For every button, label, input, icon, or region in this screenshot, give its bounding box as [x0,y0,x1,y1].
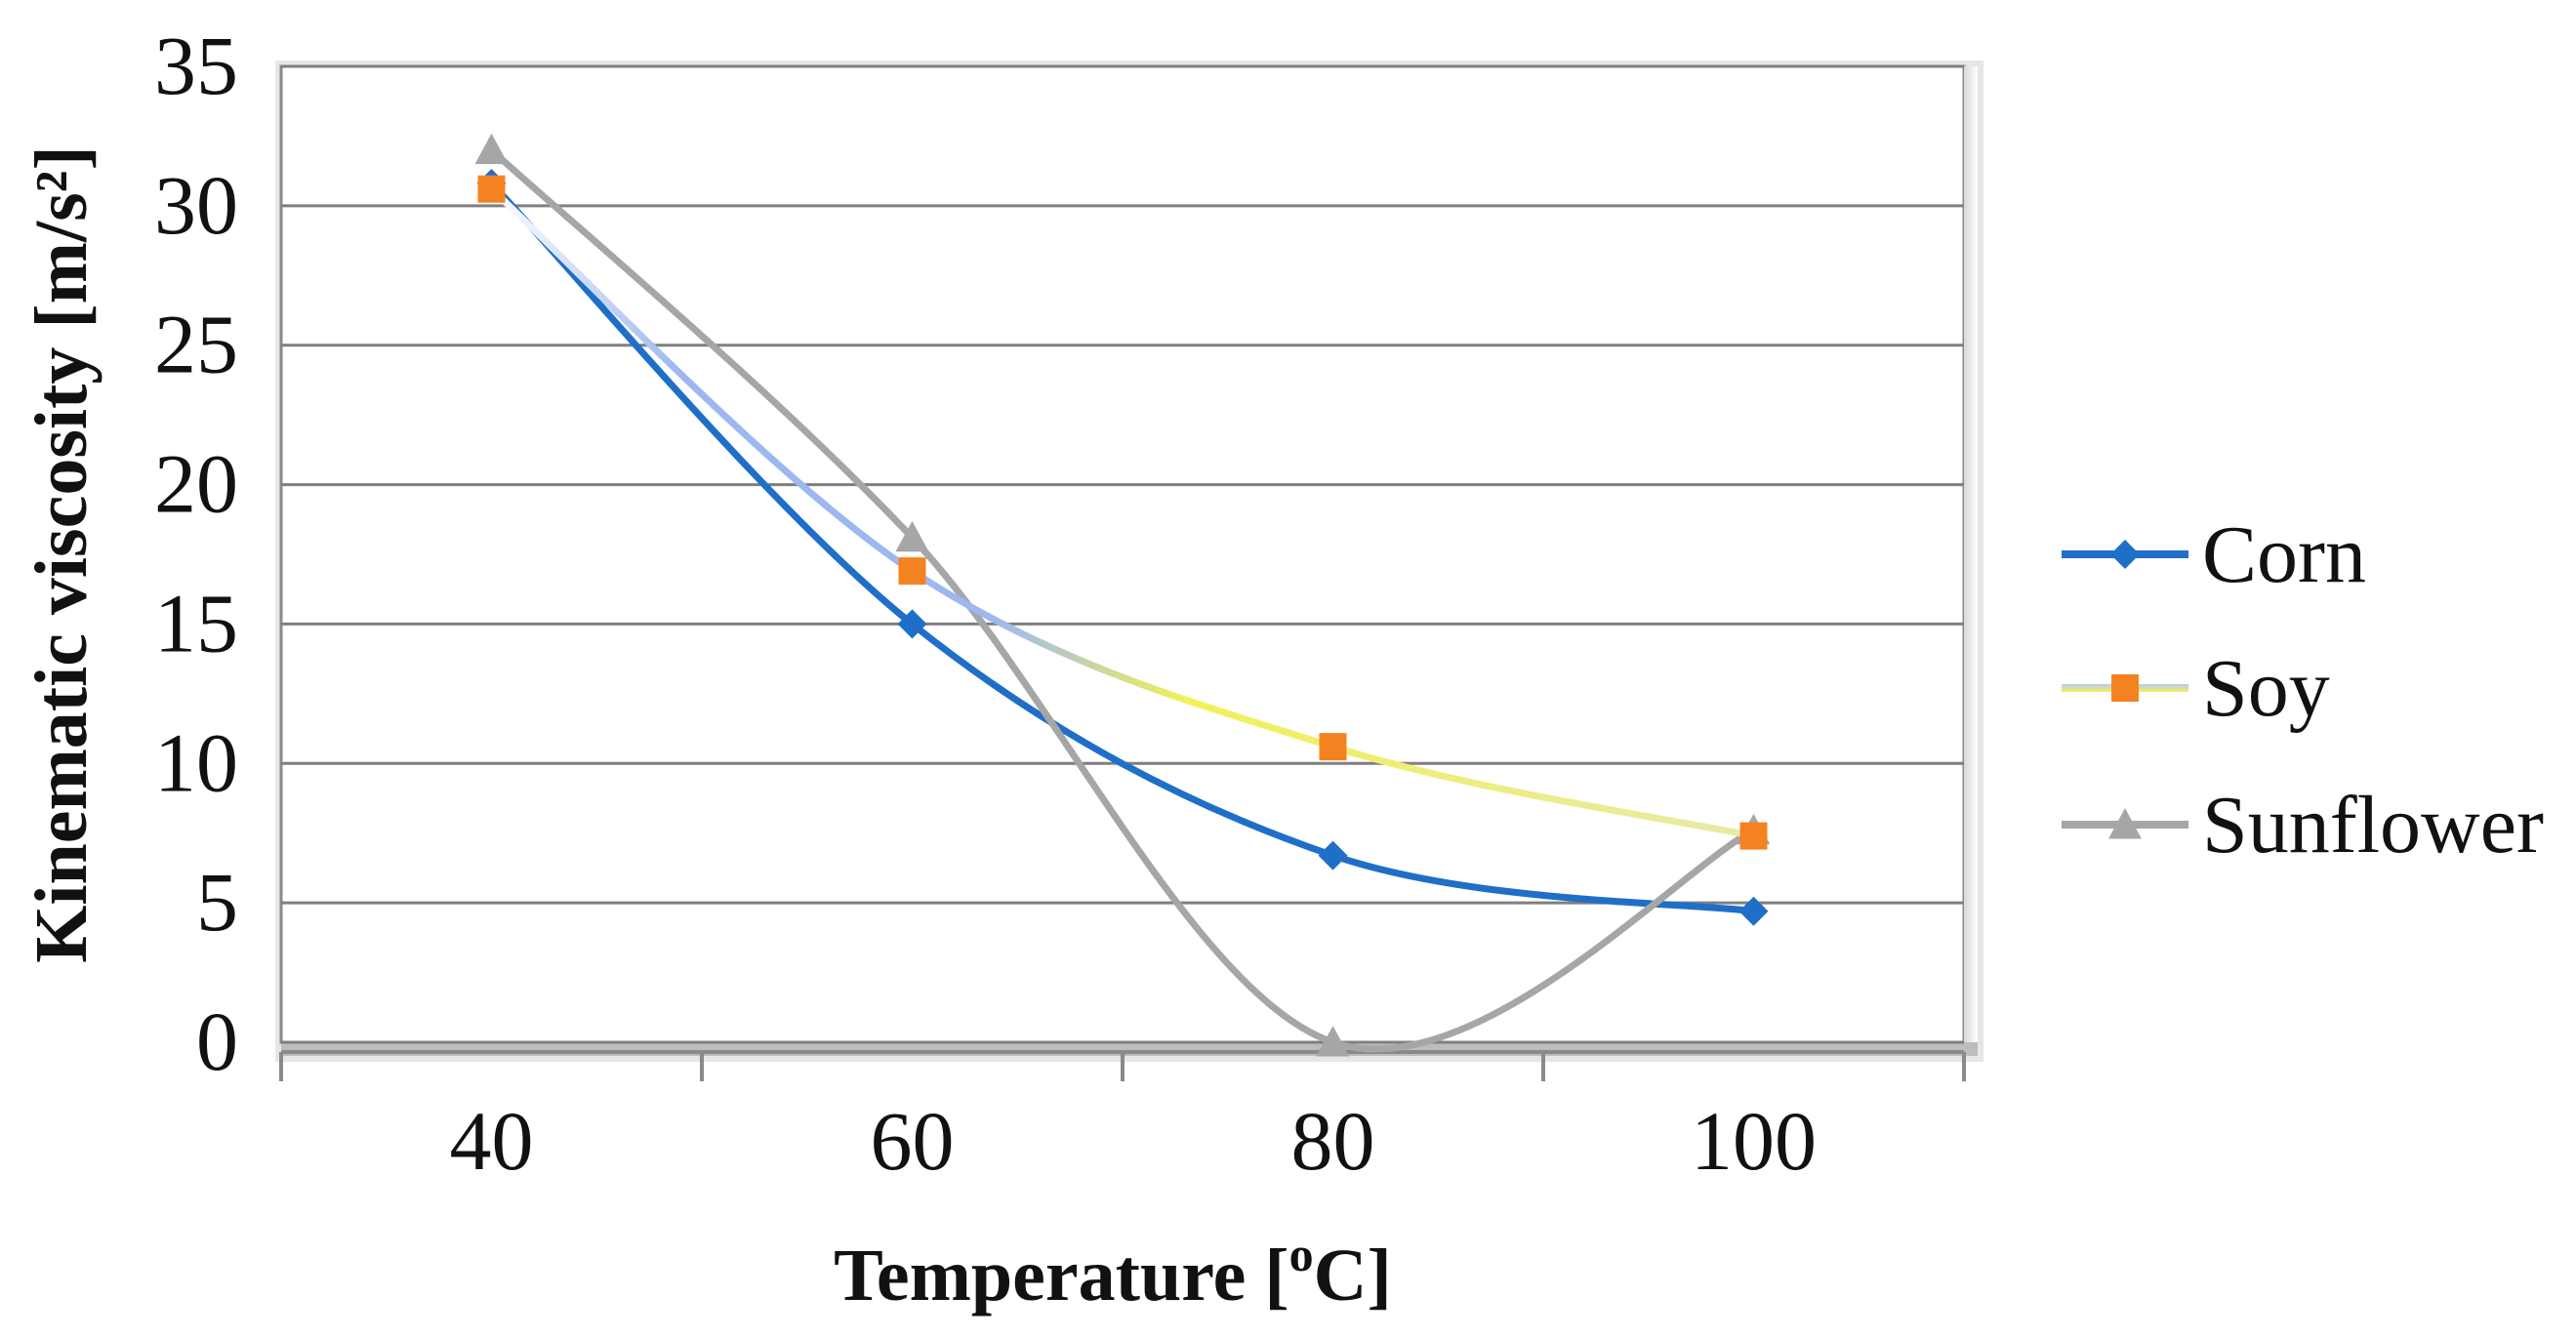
axes: 0 5 10 15 20 25 30 35 40 60 80 100 [154,19,1966,1188]
y-tick-label: 0 [196,994,238,1088]
legend-marker-soy [2111,674,2139,702]
x-tick-label: 100 [1691,1094,1817,1188]
legend-label-sunflower: Sunflower [2202,780,2544,871]
data-point-sunflower [1316,1026,1350,1057]
data-point-sunflower [895,520,929,552]
series-group [474,133,1771,1057]
data-point-soy [1739,822,1768,850]
y-tick-label: 30 [154,158,238,252]
legend-marker-corn [2110,540,2140,569]
axis-titles: Temperature [oC] Kinematic viscosity [m/s… [20,145,1392,1317]
plot-frame [275,61,1983,1062]
y-tick-label: 25 [154,298,238,391]
plot-frame-right-shade [1964,66,1978,1056]
legend-marker-sunflower [2108,808,2142,839]
series-line-corn [488,180,1757,915]
series-line-soy [488,185,1757,840]
y-tick-label: 15 [154,576,238,669]
data-point-corn [1318,840,1348,871]
data-point-soy [477,175,506,203]
plot-area [279,64,1966,1044]
data-point-soy [898,557,926,586]
x-tick-label: 80 [1291,1094,1375,1188]
data-point-soy [1319,733,1347,761]
y-tick-label: 10 [154,715,238,809]
x-tick-label: 40 [450,1094,534,1188]
data-point-corn [1738,896,1769,926]
data-point-sunflower [474,133,509,165]
data-point-corn [897,609,927,639]
y-tick-label: 20 [154,437,238,531]
legend-label-corn: Corn [2202,509,2366,600]
y-tick-label: 35 [154,19,238,112]
y-tick-label: 5 [196,855,238,949]
y-axis-title: Kinematic viscosity [m/s²] [20,145,102,963]
legend: Corn Soy Sunflower [2062,509,2544,871]
series-line-sunflower [488,146,1757,1053]
x-axis-title: Temperature [oC] [834,1227,1392,1317]
x-tick-label: 60 [871,1094,955,1188]
legend-label-soy: Soy [2202,643,2330,734]
